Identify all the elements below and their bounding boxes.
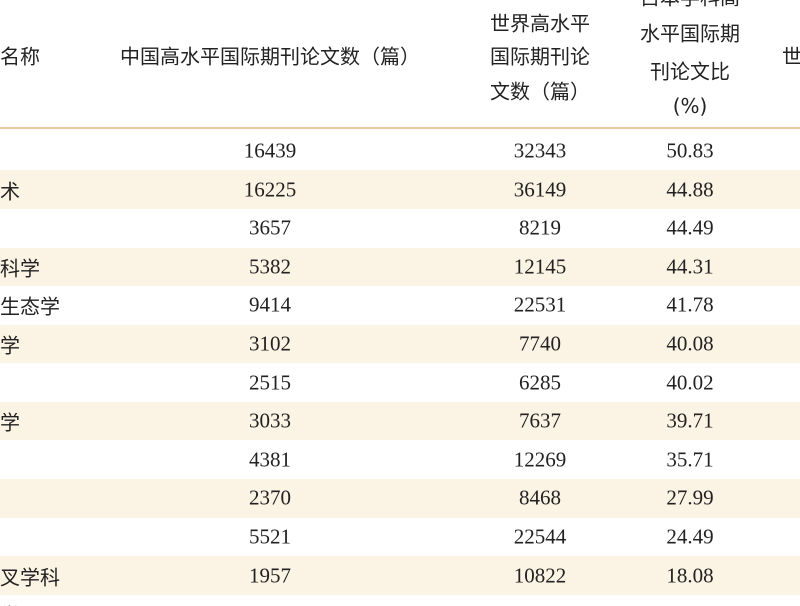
row-value: 44.88 (666, 177, 714, 202)
row-name: 术 (0, 179, 20, 204)
row-value: 22531 (513, 292, 567, 317)
row-value: 5521 (249, 524, 291, 549)
row-name: 科学 (0, 256, 40, 281)
header-cell: (%) (672, 94, 708, 118)
row-value: 44.31 (666, 254, 714, 279)
row-value: 6285 (519, 370, 561, 395)
row-value: 16225 (243, 177, 297, 202)
row-value: 32343 (513, 138, 567, 163)
row-name: 生态学 (0, 294, 60, 319)
row-value: 3657 (249, 215, 291, 240)
row-value: 3102 (249, 331, 291, 356)
row-value: 40.02 (666, 370, 714, 395)
row-value: 7740 (519, 331, 561, 356)
row-value: 2515 (249, 370, 291, 395)
header-cell: 中国高水平国际期刊论文数（篇） (120, 44, 420, 69)
row-value: 50.83 (666, 138, 714, 163)
row-value: 9414 (249, 292, 291, 317)
row-band (0, 247, 800, 287)
row-value: 16439 (243, 138, 297, 163)
row-value: 40.08 (666, 331, 714, 356)
header-cell: 世界高水平 (490, 11, 590, 36)
header-cell: 水平国际期 (640, 21, 740, 46)
row-value: 27.99 (666, 485, 714, 510)
row-value: 5382 (249, 254, 291, 279)
header-cell: 文数（篇） (490, 79, 590, 104)
row-value: 1957 (249, 563, 291, 588)
header-cell: 刊论文比 (650, 59, 730, 84)
row-value: 41.78 (666, 292, 714, 317)
row-name: 学 (0, 333, 20, 358)
row-value: 39.71 (666, 408, 714, 433)
row-value: 10822 (513, 563, 567, 588)
row-value: 44.49 (666, 215, 714, 240)
row-name: 学 (0, 410, 20, 435)
header-cell: 世 (782, 44, 800, 69)
row-band (0, 324, 800, 364)
header-cell: 占本学科高 (640, 0, 740, 11)
row-value: 35.71 (666, 447, 714, 472)
row-value: 8468 (519, 485, 561, 510)
row-value: 18.08 (666, 563, 714, 588)
row-value: 24.49 (666, 524, 714, 549)
header-cell: 名称 (0, 44, 40, 69)
row-value: 12145 (513, 254, 567, 279)
row-band (0, 401, 800, 441)
row-value: 4381 (249, 447, 291, 472)
row-value: 12269 (513, 447, 567, 472)
header-rule (0, 127, 800, 129)
row-value: 36149 (513, 177, 567, 202)
row-name: 叉学科 (0, 565, 60, 590)
row-band (0, 479, 800, 518)
row-band (0, 170, 800, 209)
row-value: 2370 (249, 485, 291, 510)
row-band (0, 556, 800, 595)
row-value: 22544 (513, 524, 567, 549)
row-name: 学 (0, 600, 20, 606)
row-value: 3033 (249, 408, 291, 433)
row-value: 7637 (519, 408, 561, 433)
header-cell: 国际期刊论 (490, 44, 590, 69)
row-value: 8219 (519, 215, 561, 240)
